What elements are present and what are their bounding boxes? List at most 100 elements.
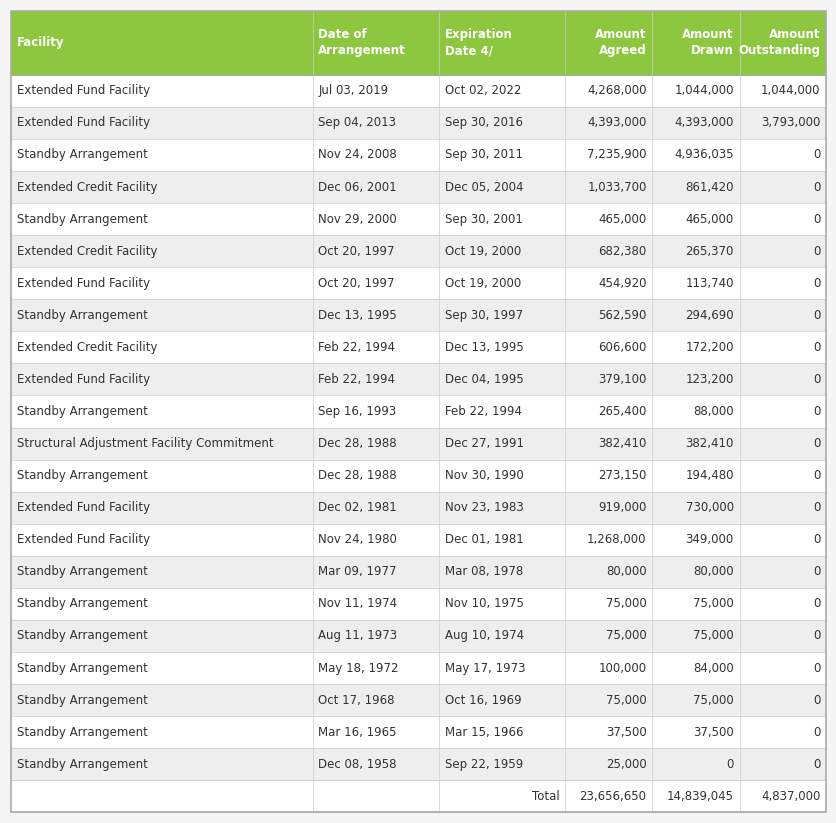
Text: Jul 03, 2019: Jul 03, 2019: [318, 85, 388, 97]
Text: Feb 22, 1994: Feb 22, 1994: [318, 373, 395, 386]
Text: 0: 0: [812, 212, 819, 226]
Text: Feb 22, 1994: Feb 22, 1994: [318, 341, 395, 354]
Text: 0: 0: [812, 501, 819, 514]
Text: 0: 0: [812, 533, 819, 546]
Text: 0: 0: [812, 405, 819, 418]
Bar: [11, 620, 825, 652]
Text: 100,000: 100,000: [598, 662, 646, 675]
Text: 84,000: 84,000: [692, 662, 733, 675]
Text: 0: 0: [812, 726, 819, 738]
Text: 861,420: 861,420: [685, 180, 733, 193]
Text: 0: 0: [726, 758, 733, 770]
Text: 465,000: 465,000: [598, 212, 646, 226]
Text: Standby Arrangement: Standby Arrangement: [17, 630, 147, 643]
Text: 75,000: 75,000: [692, 694, 733, 707]
Text: Sep 16, 1993: Sep 16, 1993: [318, 405, 396, 418]
Text: 0: 0: [812, 758, 819, 770]
Text: 113,740: 113,740: [685, 277, 733, 290]
Text: Nov 24, 2008: Nov 24, 2008: [318, 148, 396, 161]
Bar: [11, 491, 825, 523]
Text: 172,200: 172,200: [685, 341, 733, 354]
Text: Date of
Arrangement: Date of Arrangement: [318, 28, 405, 58]
Text: 37,500: 37,500: [605, 726, 646, 738]
Text: Dec 05, 2004: Dec 05, 2004: [444, 180, 522, 193]
Text: May 17, 1973: May 17, 1973: [444, 662, 525, 675]
Text: Structural Adjustment Facility Commitment: Structural Adjustment Facility Commitmen…: [17, 437, 273, 450]
Text: Facility: Facility: [17, 36, 64, 49]
Text: 0: 0: [812, 565, 819, 579]
Text: 4,268,000: 4,268,000: [586, 85, 646, 97]
Text: Mar 09, 1977: Mar 09, 1977: [318, 565, 396, 579]
Text: Standby Arrangement: Standby Arrangement: [17, 565, 147, 579]
Bar: [11, 203, 825, 235]
Text: Oct 19, 2000: Oct 19, 2000: [444, 244, 520, 258]
Text: Oct 16, 1969: Oct 16, 1969: [444, 694, 521, 707]
Text: Mar 15, 1966: Mar 15, 1966: [444, 726, 522, 738]
Text: 194,480: 194,480: [685, 469, 733, 482]
Text: Sep 30, 2011: Sep 30, 2011: [444, 148, 522, 161]
Text: 75,000: 75,000: [605, 630, 646, 643]
Text: Oct 19, 2000: Oct 19, 2000: [444, 277, 520, 290]
Text: Extended Credit Facility: Extended Credit Facility: [17, 180, 157, 193]
Bar: [11, 300, 825, 332]
Text: 3,793,000: 3,793,000: [760, 116, 819, 129]
Text: 0: 0: [812, 597, 819, 611]
Bar: [11, 427, 825, 459]
Text: 123,200: 123,200: [685, 373, 733, 386]
Text: Standby Arrangement: Standby Arrangement: [17, 148, 147, 161]
Text: Extended Fund Facility: Extended Fund Facility: [17, 277, 150, 290]
Text: 0: 0: [812, 309, 819, 322]
Text: Sep 04, 2013: Sep 04, 2013: [318, 116, 396, 129]
Text: 0: 0: [812, 148, 819, 161]
Bar: [11, 235, 825, 267]
Bar: [11, 267, 825, 300]
Text: Sep 22, 1959: Sep 22, 1959: [444, 758, 522, 770]
Text: 562,590: 562,590: [598, 309, 646, 322]
Text: 0: 0: [812, 630, 819, 643]
Text: Sep 30, 2001: Sep 30, 2001: [444, 212, 522, 226]
Text: Standby Arrangement: Standby Arrangement: [17, 726, 147, 738]
Text: Dec 28, 1988: Dec 28, 1988: [318, 469, 396, 482]
Text: 80,000: 80,000: [605, 565, 646, 579]
Text: Aug 11, 1973: Aug 11, 1973: [318, 630, 397, 643]
Text: 1,268,000: 1,268,000: [586, 533, 646, 546]
Text: 75,000: 75,000: [692, 597, 733, 611]
Text: Nov 23, 1983: Nov 23, 1983: [444, 501, 522, 514]
Text: 0: 0: [812, 180, 819, 193]
Text: 0: 0: [812, 341, 819, 354]
Text: 465,000: 465,000: [685, 212, 733, 226]
Bar: [11, 556, 825, 588]
Text: Extended Fund Facility: Extended Fund Facility: [17, 501, 150, 514]
Text: Mar 16, 1965: Mar 16, 1965: [318, 726, 396, 738]
Text: 4,393,000: 4,393,000: [587, 116, 646, 129]
Text: Oct 20, 1997: Oct 20, 1997: [318, 277, 395, 290]
Text: Mar 08, 1978: Mar 08, 1978: [444, 565, 522, 579]
Text: Nov 24, 1980: Nov 24, 1980: [318, 533, 397, 546]
Text: Dec 08, 1958: Dec 08, 1958: [318, 758, 396, 770]
Bar: [11, 459, 825, 491]
Text: Extended Fund Facility: Extended Fund Facility: [17, 373, 150, 386]
Text: Dec 13, 1995: Dec 13, 1995: [318, 309, 396, 322]
Text: Dec 06, 2001: Dec 06, 2001: [318, 180, 396, 193]
Text: Nov 29, 2000: Nov 29, 2000: [318, 212, 396, 226]
Text: 0: 0: [812, 277, 819, 290]
Text: Sep 30, 2016: Sep 30, 2016: [444, 116, 522, 129]
Text: 730,000: 730,000: [685, 501, 733, 514]
Bar: [11, 107, 825, 139]
Text: 80,000: 80,000: [692, 565, 733, 579]
Text: Oct 02, 2022: Oct 02, 2022: [444, 85, 521, 97]
Text: Dec 01, 1981: Dec 01, 1981: [444, 533, 522, 546]
Text: Feb 22, 1994: Feb 22, 1994: [444, 405, 521, 418]
Text: Nov 11, 1974: Nov 11, 1974: [318, 597, 397, 611]
Text: 382,410: 382,410: [685, 437, 733, 450]
Text: Aug 10, 1974: Aug 10, 1974: [444, 630, 523, 643]
Text: 0: 0: [812, 437, 819, 450]
Text: Amount
Outstanding: Amount Outstanding: [737, 28, 819, 58]
Text: 382,410: 382,410: [598, 437, 646, 450]
Text: 454,920: 454,920: [598, 277, 646, 290]
Text: 1,044,000: 1,044,000: [760, 85, 819, 97]
Text: 0: 0: [812, 694, 819, 707]
Text: 0: 0: [812, 662, 819, 675]
Text: Extended Credit Facility: Extended Credit Facility: [17, 341, 157, 354]
Text: 273,150: 273,150: [598, 469, 646, 482]
